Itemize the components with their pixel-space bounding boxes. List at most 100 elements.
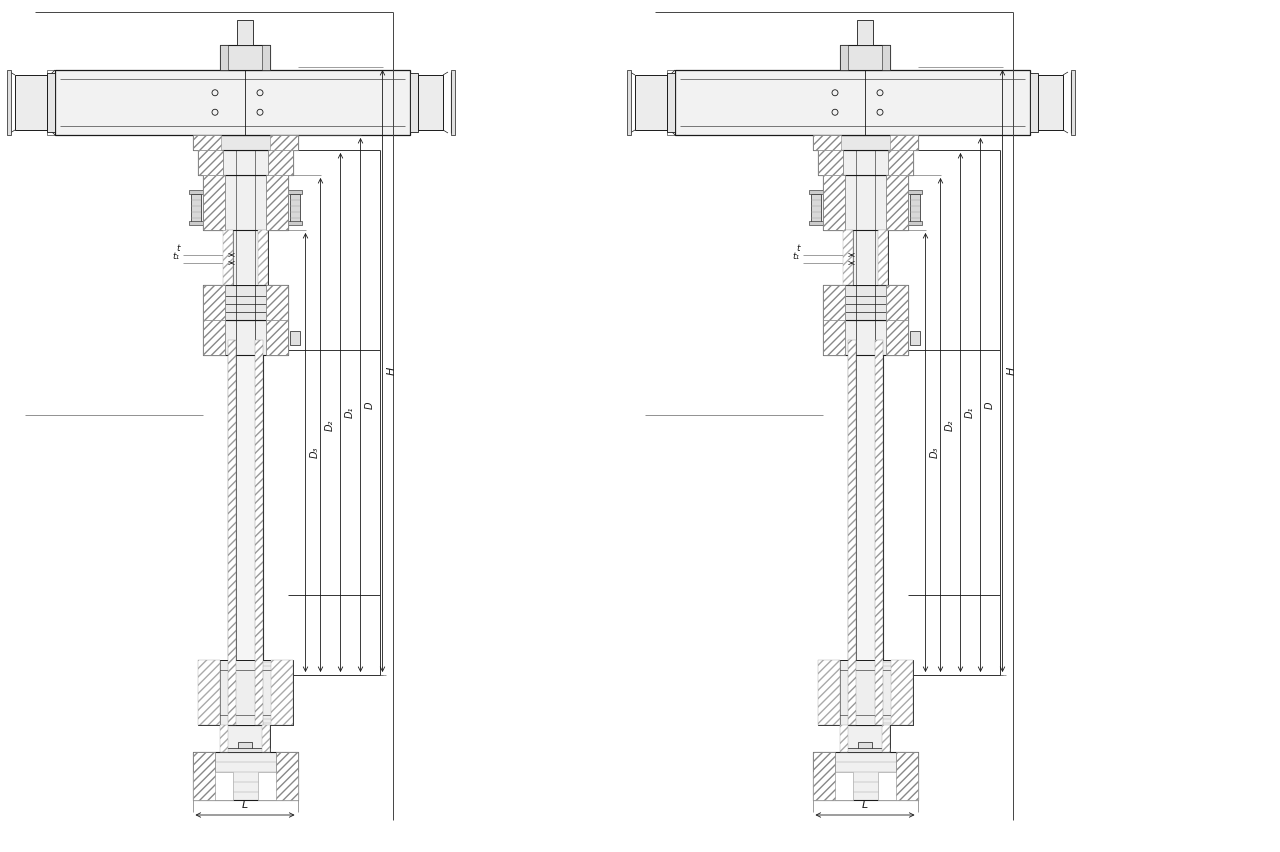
Bar [188, 190, 202, 194]
Bar [840, 45, 849, 70]
Text: D₃: D₃ [310, 446, 320, 458]
Bar [197, 150, 223, 175]
Bar [635, 75, 667, 130]
Bar [813, 135, 918, 150]
Bar [451, 70, 454, 135]
Bar [818, 660, 840, 725]
Bar [882, 45, 890, 70]
Bar [886, 320, 908, 355]
Bar [223, 230, 233, 285]
Bar [15, 75, 47, 130]
Bar [238, 742, 252, 750]
Bar [223, 230, 268, 285]
Bar [858, 20, 873, 45]
Bar [265, 320, 288, 355]
Bar [289, 331, 300, 344]
Bar [1038, 75, 1062, 130]
Bar [878, 230, 887, 285]
Bar [627, 70, 631, 135]
Bar [257, 772, 297, 800]
Text: L: L [242, 800, 248, 810]
Bar [202, 175, 224, 230]
Bar [220, 45, 270, 70]
Bar [419, 75, 443, 130]
Bar [842, 230, 852, 285]
Bar [667, 70, 675, 135]
Bar [840, 45, 890, 70]
Bar [410, 73, 419, 132]
Text: H: H [1006, 367, 1016, 375]
Bar [265, 175, 288, 230]
Bar [823, 320, 845, 355]
Bar [908, 190, 922, 194]
Bar [257, 230, 268, 285]
Bar [667, 73, 675, 132]
Bar [220, 748, 270, 752]
Bar [47, 73, 55, 132]
Bar [908, 221, 922, 225]
Bar [809, 221, 823, 225]
Bar [275, 752, 297, 800]
Bar [192, 135, 297, 150]
Bar [191, 194, 201, 222]
Bar [202, 320, 288, 355]
Bar [192, 752, 297, 800]
Bar [847, 340, 882, 725]
Bar [1030, 73, 1038, 132]
Bar [270, 660, 293, 725]
Text: D: D [365, 401, 375, 409]
Bar [197, 150, 293, 175]
Bar [896, 752, 918, 800]
Bar [847, 340, 855, 725]
Bar [842, 230, 887, 285]
Bar [197, 660, 219, 725]
Bar [840, 748, 890, 752]
Bar [887, 150, 913, 175]
Text: t₁: t₁ [792, 252, 800, 261]
Bar [1071, 70, 1075, 135]
Bar [886, 285, 908, 320]
Bar [265, 285, 288, 320]
Bar [878, 772, 918, 800]
Bar [823, 320, 908, 355]
Text: D₂: D₂ [325, 419, 334, 431]
Bar [813, 752, 835, 800]
Bar [840, 725, 890, 752]
Bar [237, 20, 253, 45]
Text: D₂: D₂ [945, 419, 955, 431]
Bar [288, 190, 302, 194]
Bar [874, 340, 882, 725]
Bar [818, 150, 842, 175]
Text: L: L [861, 800, 868, 810]
Bar [289, 194, 300, 222]
Bar [840, 725, 849, 752]
Bar [188, 221, 202, 225]
Bar [47, 70, 55, 135]
Bar [823, 285, 908, 320]
Text: t: t [796, 244, 800, 253]
Bar [192, 135, 220, 150]
Bar [675, 70, 1030, 135]
Text: D₃: D₃ [929, 446, 940, 458]
Bar [228, 340, 236, 725]
Bar [6, 70, 12, 135]
Bar [823, 175, 845, 230]
Bar [202, 285, 224, 320]
Bar [809, 190, 823, 194]
Bar [55, 70, 410, 135]
Bar [220, 725, 270, 752]
Bar [192, 772, 233, 800]
Text: D₁: D₁ [344, 406, 355, 418]
Bar [813, 772, 852, 800]
Bar [890, 135, 918, 150]
Bar [255, 340, 262, 725]
Bar [268, 150, 293, 175]
Text: t₁: t₁ [173, 252, 179, 261]
Text: t: t [177, 244, 179, 253]
Bar [228, 340, 262, 725]
Bar [197, 660, 293, 725]
Bar [220, 45, 228, 70]
Bar [886, 175, 908, 230]
Bar [288, 221, 302, 225]
Bar [813, 135, 841, 150]
